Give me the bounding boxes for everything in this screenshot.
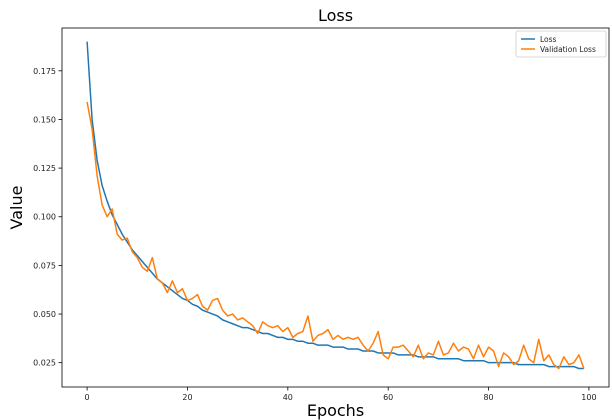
x-tick-label: 100 bbox=[581, 393, 596, 402]
y-axis-title: Value bbox=[7, 186, 26, 230]
y-tick-label: 0.100 bbox=[33, 213, 56, 222]
x-tick-label: 60 bbox=[383, 393, 393, 402]
y-tick-label: 0.025 bbox=[33, 359, 56, 368]
y-tick-label: 0.150 bbox=[33, 115, 56, 124]
x-tick-label: 80 bbox=[483, 393, 493, 402]
legend-box bbox=[515, 30, 607, 58]
legend-label: Validation Loss bbox=[540, 45, 596, 54]
x-axis-title: Epochs bbox=[307, 401, 364, 420]
plot-frame bbox=[61, 27, 610, 388]
legend-label: Loss bbox=[540, 35, 557, 44]
y-tick-label: 0.175 bbox=[33, 67, 56, 76]
series-line-loss bbox=[86, 41, 584, 370]
x-axis: 0 20 40 60 80 100 bbox=[85, 387, 597, 402]
x-tick-label: 20 bbox=[182, 393, 192, 402]
chart-title: Loss bbox=[318, 6, 353, 25]
y-tick-label: 0.075 bbox=[33, 261, 56, 270]
y-tick-label: 0.050 bbox=[33, 310, 56, 319]
plot-area bbox=[86, 41, 585, 370]
x-tick-label: 0 bbox=[85, 393, 90, 402]
y-axis: 0.025 0.050 0.075 0.100 0.125 0.150 0.175 bbox=[33, 67, 62, 368]
series-line-validation-loss bbox=[86, 101, 585, 370]
y-tick-label: 0.125 bbox=[33, 164, 56, 173]
x-tick-label: 40 bbox=[283, 393, 293, 402]
